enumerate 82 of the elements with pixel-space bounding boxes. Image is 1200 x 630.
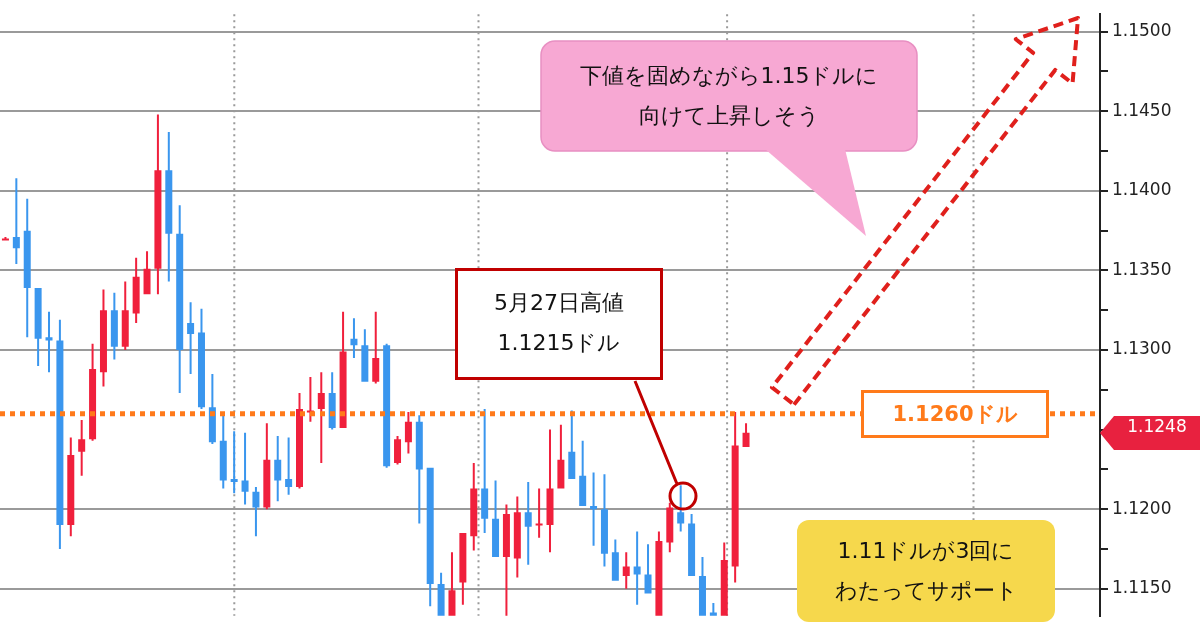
candlestick [666,502,674,553]
annotation: 下値を固めながら1.15ドルに向けて上昇しそう [578,62,880,130]
candlestick [698,556,706,616]
candlestick [437,572,445,616]
candlestick [230,431,238,494]
candlestick [328,372,336,430]
candlestick [110,292,118,360]
candlestick [459,533,467,605]
candlestick [731,412,739,583]
candlestick [197,308,205,409]
candlestick [622,552,630,589]
candlestick [557,424,565,489]
candlestick [252,486,260,537]
candlestick [492,480,500,557]
candlestick [688,513,696,577]
annotation: 1.11ドルが3回にわたってサポート [833,537,1019,605]
candlestick [67,437,75,537]
y-tick-label: 1.1500 [1112,20,1172,41]
candlestick [426,467,434,607]
candlestick [383,343,391,468]
candlestick [208,373,216,444]
annotation: 5月27日高値 1.1215ドル [493,289,625,357]
note-box: 5月27日高値 1.1215ドル [455,268,663,380]
y-tick-label: 1.1200 [1112,497,1172,518]
candlestick [415,415,423,524]
candlestick [154,114,162,295]
candlestick [568,410,576,479]
candlestick [655,531,663,616]
candlestick [350,318,358,358]
candlestick [590,472,598,546]
candlestick [742,423,750,448]
candlestick [317,372,325,464]
text: 1.1248 [1126,415,1188,436]
candlestick [404,412,412,454]
candlestick [361,329,369,382]
candlestick [263,423,271,510]
candlestick [45,311,53,373]
candlestick [513,496,521,578]
y-tick-label: 1.1400 [1112,179,1172,200]
candlestick [12,178,20,265]
candlestick [99,289,107,387]
candlestick [546,429,554,553]
candlestick [78,420,86,476]
candlestick [241,432,249,505]
candlestick [502,504,510,616]
candlestick [677,485,685,532]
candlestick [187,302,195,374]
candlestick [720,542,728,616]
candlestick [644,544,652,594]
candlestick [23,198,31,338]
candlestick [470,463,478,551]
candlestick [372,311,380,384]
y-tick-label: 1.1150 [1112,577,1172,598]
candlestick [600,474,608,567]
candlestick [132,257,140,323]
candlestick [219,413,227,489]
candlestick [579,440,587,506]
candlestick [285,437,293,495]
ref-line-label: 1.1260ドル [861,389,1049,438]
candlestick [394,435,402,465]
candlestick [165,131,173,282]
candlestick [176,205,184,393]
candlestick [274,435,282,502]
candlestick [709,603,717,616]
candlestick [1,237,9,241]
candlestick [34,287,42,366]
candlestick [143,251,151,295]
note-box: 1.11ドルが3回にわたってサポート [797,520,1055,622]
candlestick [89,343,97,441]
y-tick-label: 1.1300 [1112,338,1172,359]
y-tick-label: 1.1350 [1112,258,1172,279]
candlestick [611,539,619,581]
candlestick [524,482,532,565]
candlestick [121,281,129,351]
candlestick [633,531,641,605]
candlestick [56,319,64,549]
candlestick [296,392,304,489]
candlestick [339,311,347,428]
candlestick [481,408,489,534]
candlestick [535,488,543,538]
candlestick [448,552,456,616]
y-tick-label: 1.1450 [1112,99,1172,120]
